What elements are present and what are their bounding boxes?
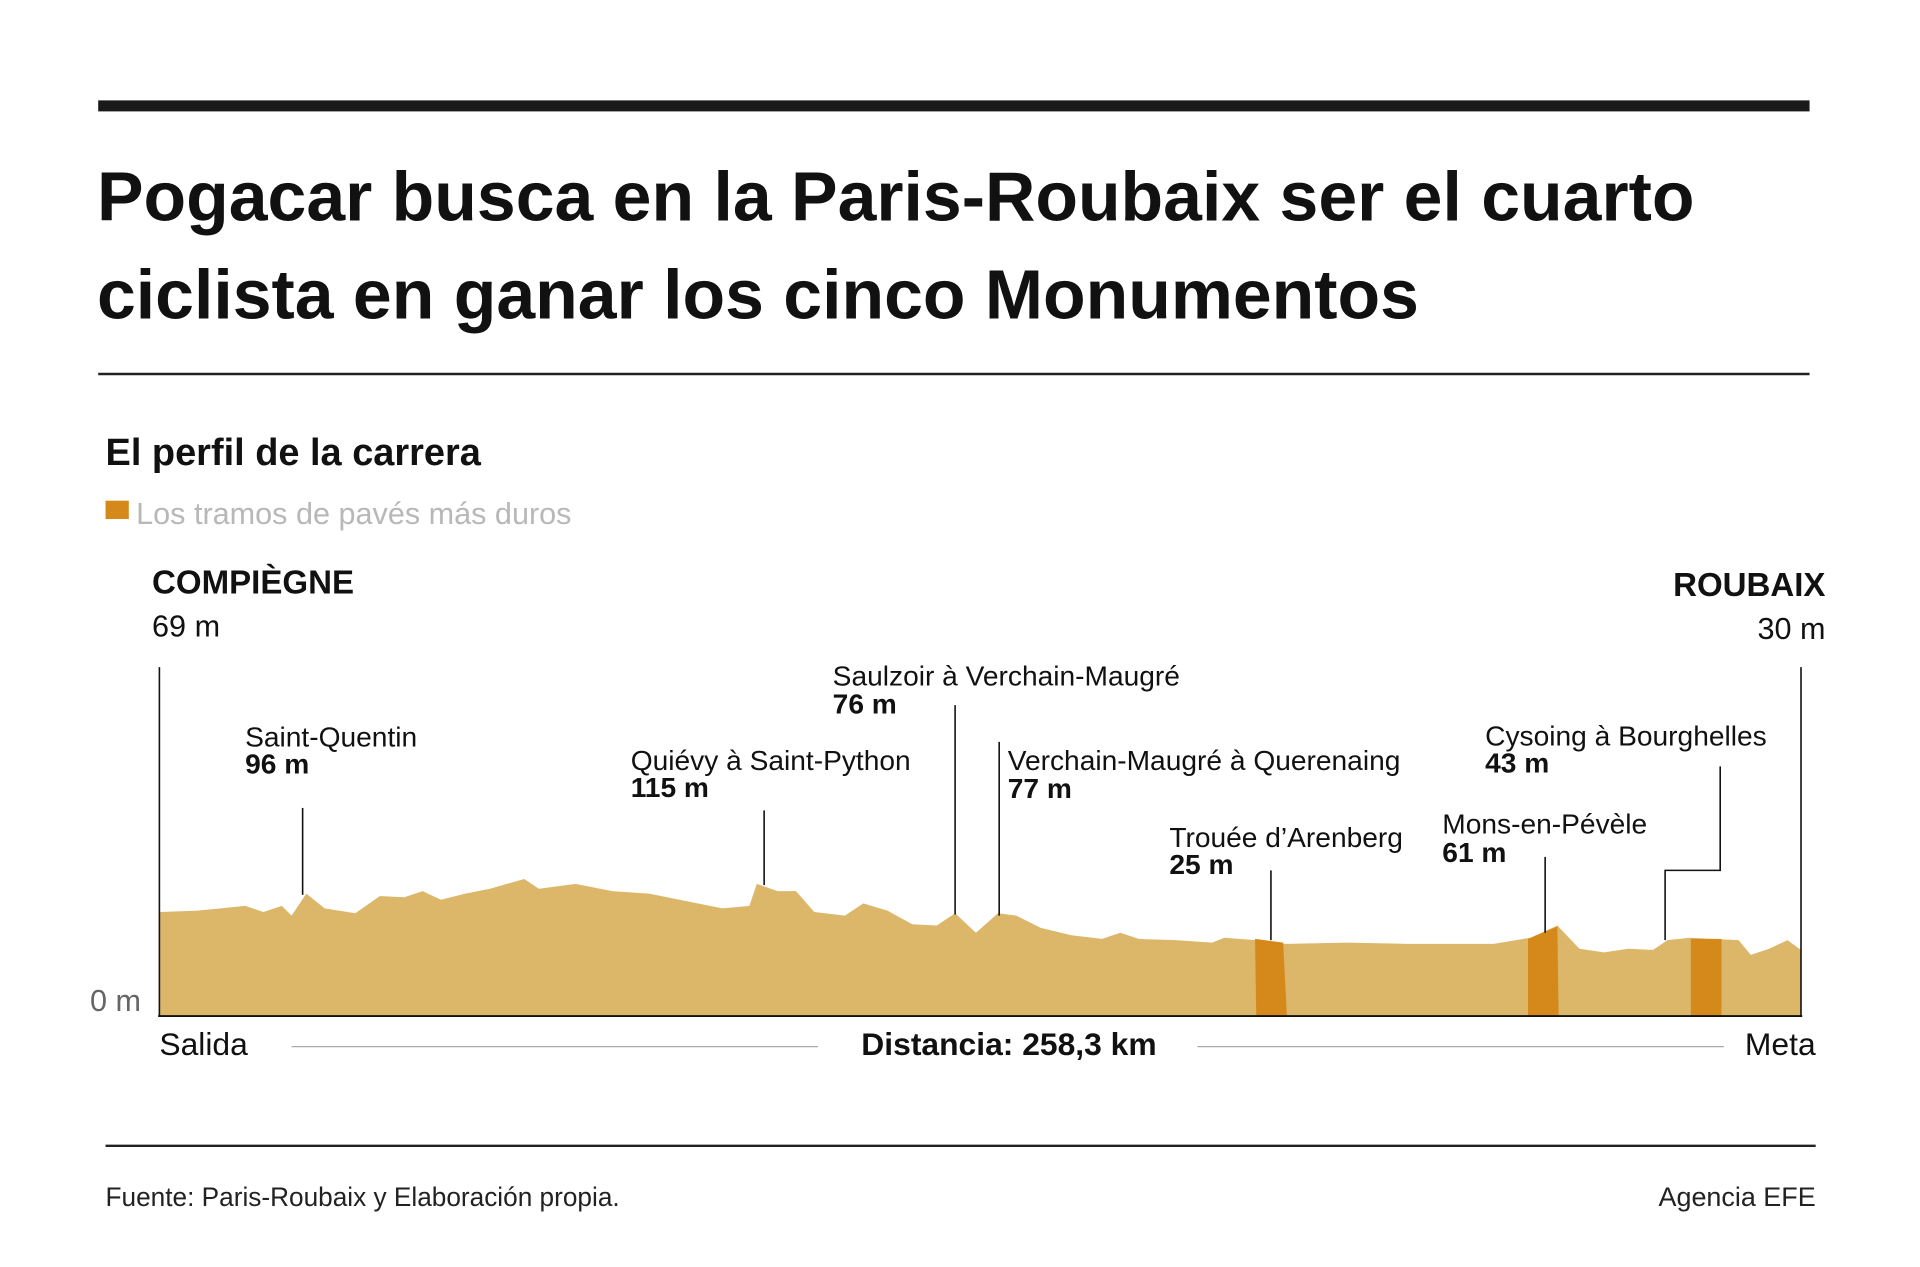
point-altitude: 43 m — [1485, 747, 1549, 778]
point-altitude: 96 m — [245, 749, 309, 780]
start-name: COMPIÈGNE — [152, 564, 354, 602]
end-name: ROUBAIX — [1673, 567, 1825, 604]
source: Fuente: Paris-Roubaix y Elaboración prop… — [106, 1182, 620, 1212]
section-title: El perfil de la carrera — [106, 432, 482, 474]
end-label: Meta — [1745, 1026, 1816, 1062]
elevation-profile — [159, 878, 1801, 1017]
end-altitude: 30 m — [1757, 612, 1825, 646]
zero-label: 0 m — [90, 984, 141, 1018]
point-name: Saint-Quentin — [245, 722, 417, 753]
cobbled-sector — [1255, 938, 1287, 1017]
point-name: Trouée d’Arenberg — [1169, 822, 1403, 853]
title-line: Pogacar busca en la Paris-Roubaix ser el… — [97, 157, 1695, 235]
leader-line — [1664, 766, 1721, 941]
cobbled-sector — [1528, 926, 1559, 1017]
distance-label: Distancia: 258,3 km — [861, 1026, 1156, 1062]
start-label: Salida — [159, 1026, 248, 1062]
top-bar — [98, 100, 1810, 112]
point-name: Saulzoir à Verchain-Maugré — [833, 661, 1180, 692]
point-altitude: 61 m — [1442, 837, 1506, 868]
point-altitude: 77 m — [1008, 773, 1072, 804]
credit: Agencia EFE — [1659, 1182, 1816, 1212]
title-line: ciclista en ganar los cinco Monumentos — [97, 255, 1419, 333]
point-altitude: 76 m — [833, 689, 897, 720]
point-name: Quiévy à Saint-Python — [631, 745, 911, 776]
point-name: Cysoing à Bourghelles — [1485, 721, 1767, 752]
point-name: Verchain-Maugré à Querenaing — [1008, 745, 1401, 776]
legend-swatch — [105, 500, 129, 520]
legend-label: Los tramos de pavés más duros — [136, 497, 571, 531]
point-altitude: 115 m — [631, 772, 709, 803]
point-name: Mons-en-Pévèle — [1442, 809, 1647, 840]
cobbled-sector — [1690, 938, 1722, 1017]
start-altitude: 69 m — [152, 610, 220, 644]
point-altitude: 25 m — [1169, 849, 1233, 880]
